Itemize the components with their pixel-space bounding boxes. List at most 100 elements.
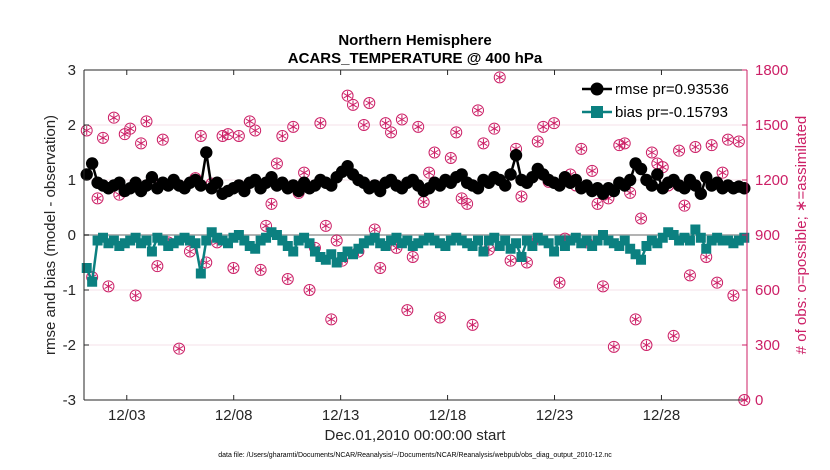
obs-possible-circle [450, 126, 463, 139]
right-tick-label: 600 [755, 282, 780, 299]
bias-point [434, 238, 445, 249]
obs-possible-circle [575, 142, 588, 155]
obs-count-marker [656, 161, 669, 174]
obs-possible-circle [504, 254, 517, 267]
obs-assimilated-star [278, 131, 287, 141]
obs-assimilated-star [283, 274, 292, 284]
obs-possible-circle [347, 98, 360, 111]
obs-possible-circle [227, 262, 240, 274]
obs-possible-circle [102, 280, 115, 293]
obs-assimilated-star [397, 115, 407, 124]
bias-point [136, 238, 147, 249]
obs-assimilated-star [185, 247, 195, 256]
bias-point [614, 241, 625, 251]
right-tick-label: 300 [755, 337, 780, 354]
obs-possible-circle [732, 135, 745, 148]
bias-point [511, 238, 522, 249]
bias-point [261, 232, 272, 243]
obs-possible-circle [135, 137, 148, 150]
bias-point [141, 235, 152, 246]
obs-count-marker [575, 142, 588, 155]
bias-point [646, 235, 657, 246]
obs-assimilated-star [272, 159, 282, 168]
obs-assimilated-star [734, 137, 743, 146]
obs-possible-circle [107, 111, 120, 124]
obs-possible-circle [711, 276, 724, 289]
obs-assimilated-star [430, 148, 439, 157]
obs-assimilated-star [327, 314, 336, 324]
obs-assimilated-star [718, 168, 727, 178]
obs-count-marker [689, 141, 702, 153]
bias-point [636, 254, 647, 265]
obs-assimilated-star [435, 313, 445, 322]
obs-possible-circle [156, 133, 169, 146]
bias-point [326, 249, 337, 260]
bias-point [701, 243, 712, 254]
bias-point [206, 227, 217, 238]
legend-rmse-marker [590, 82, 604, 96]
obs-assimilated-star [98, 133, 108, 143]
obs-assimilated-star [674, 146, 684, 156]
obs-assimilated-star [549, 118, 559, 128]
obs-assimilated-star [626, 188, 635, 198]
obs-possible-circle [254, 263, 267, 276]
obs-possible-circle [314, 117, 327, 130]
bias-point [293, 235, 304, 246]
obs-count-marker [243, 115, 256, 128]
rmse-point [645, 179, 659, 192]
obs-assimilated-star [462, 199, 472, 209]
obs-possible-circle [640, 339, 653, 351]
obs-possible-circle [140, 115, 153, 128]
bias-point [440, 241, 451, 251]
obs-count-marker [428, 146, 441, 159]
right-tick-label: 1500 [755, 117, 788, 134]
obs-possible-circle [716, 166, 729, 179]
obs-assimilated-star [424, 168, 434, 178]
obs-possible-circle [423, 166, 436, 179]
legend-box [577, 76, 745, 124]
obs-assimilated-star [691, 142, 700, 152]
obs-count-marker [450, 126, 463, 139]
right-tick-label: 900 [755, 227, 780, 244]
obs-assimilated-star [702, 252, 711, 262]
bias-point [581, 235, 592, 246]
bias-point [299, 232, 310, 243]
obs-possible-circle [91, 192, 104, 205]
obs-assimilated-star [332, 236, 341, 245]
obs-assimilated-star [234, 131, 244, 141]
obs-count-marker [97, 131, 110, 144]
bias-point [733, 235, 744, 246]
bias-point [521, 235, 532, 246]
bias-point [163, 241, 174, 251]
x-tick-label: 12/28 [643, 407, 681, 424]
bias-point [505, 243, 516, 254]
bias-point [668, 230, 679, 240]
obs-count-marker [194, 130, 207, 142]
obs-possible-circle [412, 120, 425, 133]
obs-possible-circle [281, 273, 294, 285]
left-tick-label: -2 [63, 337, 76, 354]
obs-possible-circle [357, 119, 370, 131]
bias-point [369, 232, 380, 243]
bias-point [630, 249, 641, 260]
obs-possible-circle [406, 251, 419, 263]
obs-assimilated-star [468, 320, 477, 330]
obs-count-marker [379, 117, 392, 130]
obs-count-marker [705, 139, 718, 152]
obs-assimilated-star [539, 122, 548, 132]
obs-assimilated-star [593, 199, 602, 209]
right-tick-label: 1200 [755, 172, 788, 189]
obs-possible-circle [379, 117, 392, 130]
bias-point [516, 252, 527, 262]
x-tick-label: 12/08 [215, 407, 253, 424]
bias-point [587, 241, 598, 251]
bias-point [304, 238, 315, 249]
rmse-point [509, 149, 523, 162]
bias-point [152, 232, 163, 243]
obs-possible-circle [667, 329, 680, 342]
bias-point [608, 238, 619, 249]
obs-count-marker [586, 164, 599, 177]
obs-assimilated-star [712, 278, 722, 288]
obs-possible-circle [488, 122, 501, 135]
obs-count-marker [471, 104, 484, 117]
